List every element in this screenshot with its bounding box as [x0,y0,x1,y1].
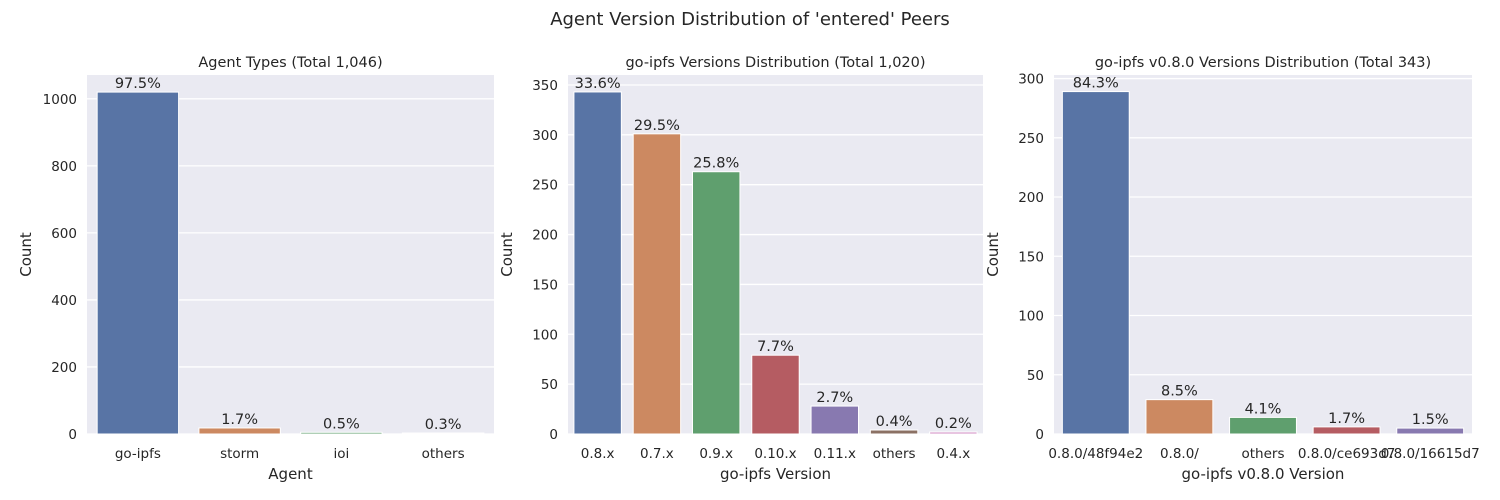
bar-0-8-0-16615d7 [1396,427,1465,435]
y-tick-label: 100 [1018,309,1044,325]
y-tick-label: 350 [532,78,558,94]
panel-title: go-ipfs v0.8.0 Versions Distribution (To… [1095,55,1431,71]
bar-others [401,432,485,435]
bar-ioi [300,431,383,435]
data-label: 33.6% [575,76,621,92]
x-tick-label: ioi [333,446,349,462]
y-tick-label: 0 [549,427,558,443]
bar-0-10-x [751,354,800,435]
chart-panel-3: 0 50 100 150 200 250 300 go-ipfs v0.8.0 Version… [984,55,1480,483]
data-label: 1.5% [1412,412,1449,428]
bar-0-8-0- [1145,399,1214,435]
bar-0-4-x [929,431,978,435]
bar-0-11-x [810,405,859,435]
y-tick-label: 0 [68,427,77,443]
x-tick-label: others [1242,446,1285,462]
data-label: 0.3% [425,417,462,433]
data-label: 97.5% [115,76,161,92]
data-label: 0.2% [935,416,972,432]
x-tick-label: 0.10.x [754,446,796,462]
x-tick-label: 0.7.x [640,446,674,462]
data-label: 2.7% [816,390,853,406]
y-tick-label: 150 [1018,249,1044,265]
x-tick-label: 0.9.x [699,446,733,462]
x-tick-label: 0.4.x [936,446,970,462]
y-tick-label: 200 [51,360,77,376]
figure-suptitle: Agent Version Distribution of 'entered' … [550,9,950,30]
data-label: 0.5% [323,416,360,432]
data-label: 29.5% [634,118,680,134]
data-label: 8.5% [1161,384,1198,400]
x-tick-label: 0.11.x [814,446,856,462]
x-axis-label: go-ipfs v0.8.0 Version [1182,465,1345,483]
data-label: 1.7% [1328,411,1365,427]
data-label: 7.7% [757,339,794,355]
bar-others [869,429,919,435]
data-label: 0.4% [876,414,913,430]
panel-title: Agent Types (Total 1,046) [198,55,382,71]
bar-storm [198,427,281,435]
x-tick-label: 0.8.x [581,446,615,462]
y-axis-label: Count [17,232,35,277]
x-axis-label: Agent [268,465,313,483]
y-tick-label: 50 [1027,368,1044,384]
y-tick-label: 250 [1018,131,1044,147]
y-tick-label: 250 [532,178,558,194]
x-tick-label: 0.8.0/16615d7 [1381,446,1480,462]
y-tick-label: 300 [532,128,558,144]
x-tick-label: others [873,446,916,462]
y-tick-label: 150 [532,277,558,293]
bar-0-8-x [573,91,622,435]
bar-0-7-x [632,133,682,435]
y-tick-label: 0 [1035,427,1044,443]
data-label: 84.3% [1073,76,1119,92]
bar-0-8-0-ce693d7 [1312,426,1381,435]
x-tick-label: others [422,446,465,462]
y-tick-label: 300 [1018,72,1044,88]
chart-panel-1: 0 200 400 600 800 1000 Agent Types (Total 1,04… [17,55,494,483]
bar-others [1229,416,1297,435]
bar-go-ipfs [96,91,180,435]
bar-0-9-x [692,171,741,435]
y-axis-label: Count [984,232,1002,277]
data-label: 4.1% [1245,401,1282,417]
y-axis-label: Count [498,232,516,277]
y-tick-label: 1000 [43,92,77,108]
y-tick-label: 600 [51,226,77,242]
bar-0-8-0-48f94e2 [1061,91,1130,435]
panel-title: go-ipfs Versions Distribution (Total 1,0… [625,55,925,71]
x-tick-label: 0.8.0/48f94e2 [1048,446,1143,462]
x-tick-label: go-ipfs [115,446,161,462]
x-axis-label: go-ipfs Version [720,465,831,483]
y-tick-label: 100 [532,327,558,343]
data-label: 25.8% [693,156,739,172]
y-tick-label: 400 [51,293,77,309]
x-tick-label: 0.8.0/ [1160,446,1199,462]
x-tick-label: 0.8.0/ce693d7 [1298,446,1396,462]
y-tick-label: 800 [51,159,77,175]
data-label: 1.7% [221,412,258,428]
chart-panel-2: 0 50 100 150 200 250 300 350 go-ipfs Versions Di… [498,55,983,483]
x-tick-label: storm [220,446,259,462]
y-tick-label: 200 [1018,190,1044,206]
y-tick-label: 200 [532,228,558,244]
y-tick-label: 50 [541,377,558,393]
